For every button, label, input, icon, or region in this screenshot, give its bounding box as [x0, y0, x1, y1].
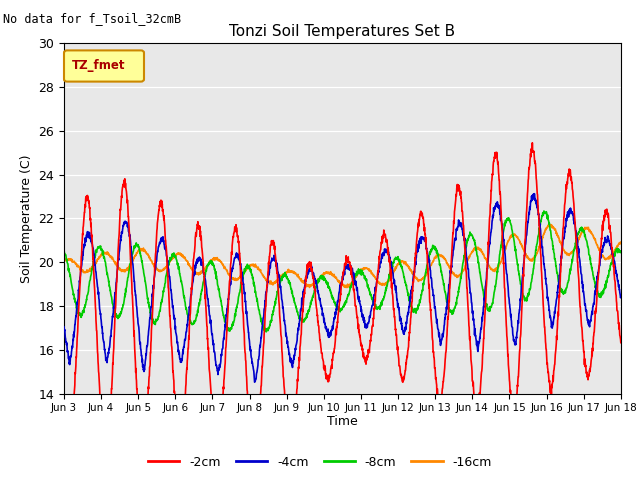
X-axis label: Time: Time [327, 415, 358, 428]
Legend: -2cm, -4cm, -8cm, -16cm: -2cm, -4cm, -8cm, -16cm [143, 451, 497, 474]
Title: Tonzi Soil Temperatures Set B: Tonzi Soil Temperatures Set B [229, 24, 456, 39]
Text: TZ_fmet: TZ_fmet [72, 60, 126, 72]
Text: No data for f_Tsoil_32cmB: No data for f_Tsoil_32cmB [3, 12, 181, 25]
Y-axis label: Soil Temperature (C): Soil Temperature (C) [20, 154, 33, 283]
